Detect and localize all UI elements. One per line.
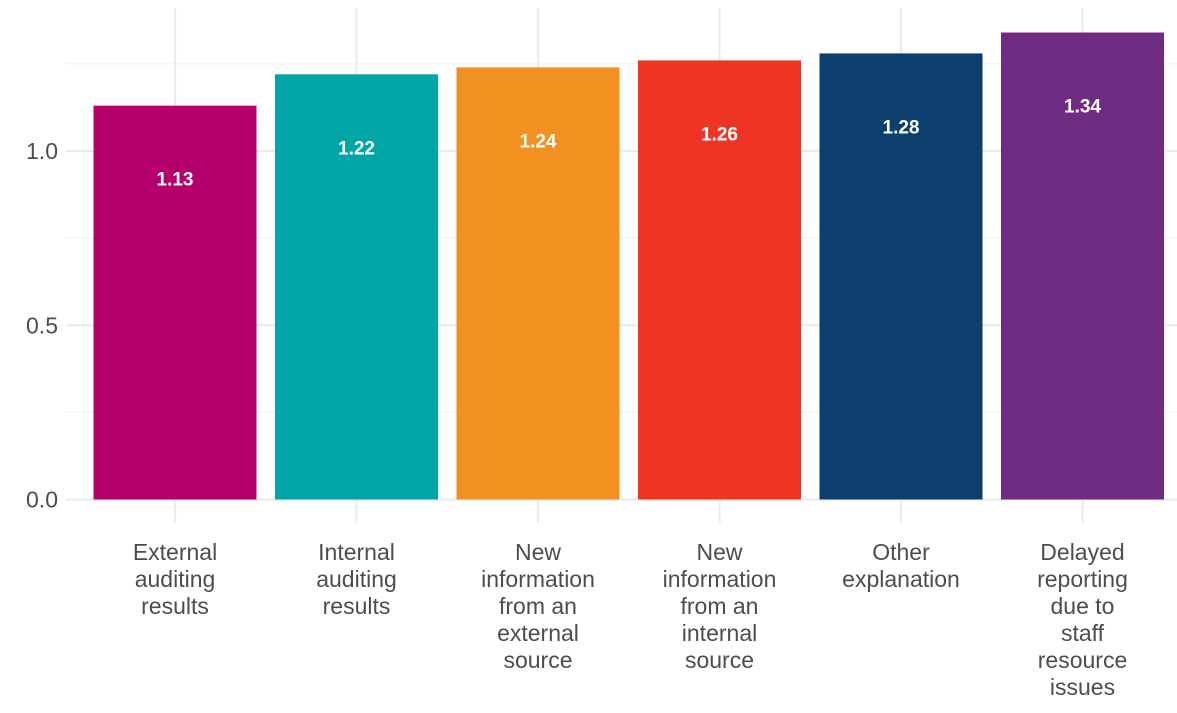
- bar-value-label: 1.28: [883, 117, 920, 138]
- y-tick-label: 1.0: [26, 138, 58, 164]
- bar-value-label: 1.34: [1064, 97, 1101, 118]
- y-axis: 0.0 0.5 1.0: [26, 138, 58, 513]
- bar-value-label: 1.22: [338, 138, 375, 159]
- x-tick-label: New information from an external source: [481, 539, 595, 673]
- bar: [638, 60, 801, 500]
- bar: [275, 74, 438, 500]
- bar-value-label: 1.13: [157, 170, 194, 191]
- x-tick-label: Other explanation: [842, 539, 960, 592]
- x-tick-label: Delayed reporting due to staff resource issue…: [1037, 539, 1128, 700]
- x-tick-label: New information from an internal source: [663, 539, 777, 673]
- x-tick-label: Internal auditing results: [316, 539, 397, 619]
- bar: [1001, 32, 1164, 500]
- bar: [93, 105, 257, 500]
- bar-value-labels: 1.13 1.22 1.24 1.26 1.28 1.34: [157, 97, 1102, 191]
- bar: [456, 67, 620, 500]
- x-axis: External auditing results Internal auditing r…: [133, 539, 1128, 700]
- y-tick-label: 0.5: [26, 312, 58, 338]
- bar: [819, 53, 983, 500]
- bars: [93, 32, 1164, 500]
- x-tick-label: External auditing results: [133, 539, 217, 619]
- bar-value-label: 1.26: [701, 124, 738, 145]
- bar-value-label: 1.24: [520, 131, 557, 152]
- y-tick-label: 0.0: [26, 487, 58, 513]
